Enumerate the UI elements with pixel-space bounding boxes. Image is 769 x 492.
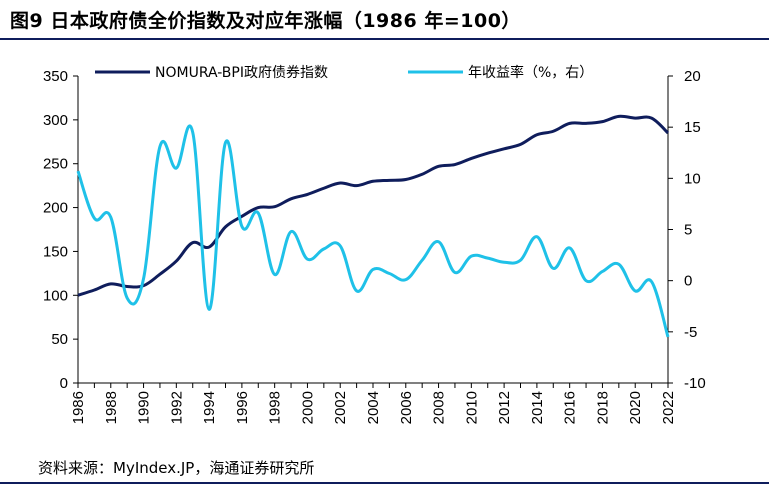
x-tick-label: 2010 [463, 391, 480, 424]
left-tick-label: 100 [43, 287, 68, 304]
x-tick-label: 1998 [267, 391, 284, 424]
right-tick-label: -5 [684, 324, 697, 341]
x-tick-label: 1990 [136, 391, 153, 424]
title-divider [0, 38, 769, 40]
left-tick-label: 200 [43, 200, 68, 217]
x-tick-label: 1996 [234, 391, 251, 424]
left-tick-label: 150 [43, 243, 68, 260]
source-note: 资料来源：MyIndex.JP，海通证券研究所 [38, 459, 315, 477]
x-tick-label: 2022 [660, 391, 677, 424]
right-tick-label: 0 [684, 273, 692, 290]
right-tick-label: -10 [684, 375, 706, 392]
chart-ticks: 0 50 100 150 200 250 300 350 -10 -5 0 5 10 15 20 1986 19… [43, 68, 706, 424]
right-tick-label: 20 [684, 68, 701, 85]
x-tick-label: 1992 [168, 391, 185, 424]
chart-title: 图9 日本政府债全价指数及对应年涨幅（1986 年=100） [10, 10, 521, 32]
legend-label: NOMURA-BPI政府债券指数 [155, 65, 328, 81]
x-tick-label: 2018 [594, 391, 611, 424]
legend-label: 年收益率（%，右） [468, 64, 593, 81]
x-tick-label: 1988 [103, 391, 120, 424]
left-tick-label: 300 [43, 112, 68, 129]
left-tick-label: 350 [43, 68, 68, 85]
series-line-nomura-bpi [77, 114, 670, 297]
chart-legend: NOMURA-BPI政府债券指数 年收益率（%，右） [95, 64, 593, 81]
x-tick-label: 2014 [529, 391, 546, 424]
left-tick-label: 250 [43, 156, 68, 173]
right-tick-label: 5 [684, 222, 692, 239]
x-tick-label: 2004 [365, 391, 382, 424]
left-tick-label: 0 [60, 375, 68, 392]
chart-lines [76, 114, 670, 338]
x-tick-label: 2016 [562, 391, 579, 424]
right-tick-label: 10 [684, 170, 701, 187]
x-tick-label: 1994 [201, 391, 218, 424]
bottom-divider [0, 482, 769, 484]
left-tick-label: 50 [51, 331, 68, 348]
series-line-annual-return [76, 124, 670, 338]
x-tick-label: 1986 [70, 391, 87, 424]
x-tick-label: 2000 [299, 391, 316, 424]
x-tick-label: 2008 [431, 391, 448, 424]
x-tick-label: 2020 [627, 391, 644, 424]
x-tick-label: 2006 [398, 391, 415, 424]
x-tick-label: 2012 [496, 391, 513, 424]
x-tick-label: 2002 [332, 391, 349, 424]
right-tick-label: 15 [684, 119, 701, 136]
